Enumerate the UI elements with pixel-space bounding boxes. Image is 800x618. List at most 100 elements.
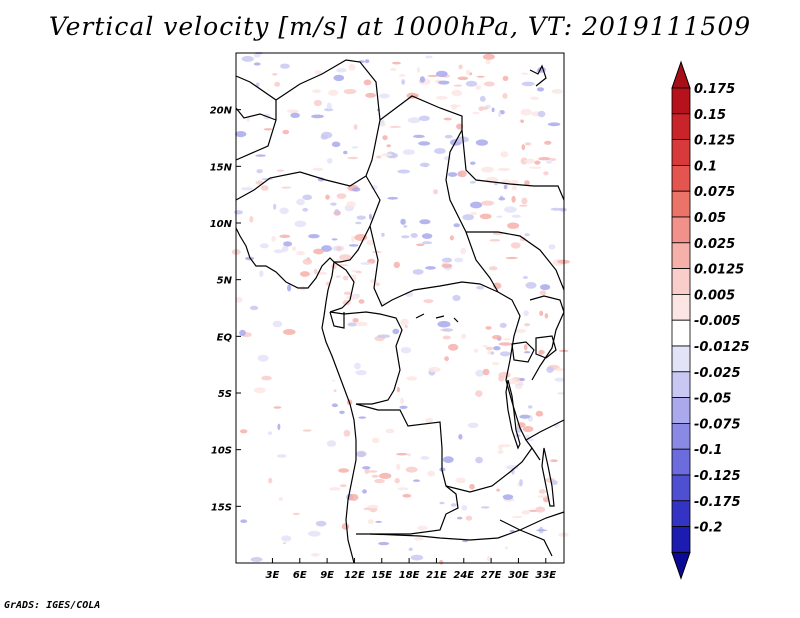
velocity-blob [376,155,382,159]
velocity-blob [371,250,382,254]
velocity-blob [255,154,266,157]
velocity-blob [354,362,361,370]
velocity-blob [476,75,485,78]
velocity-blob [506,465,519,470]
lon-tick-label: 21E [426,570,447,581]
velocity-blob [535,410,544,417]
lake-east-border [529,295,565,381]
velocity-blob [389,125,402,128]
velocity-blob [387,196,399,200]
velocity-blob [302,258,313,265]
velocity-blob [234,210,243,215]
lake-victoria [511,341,535,363]
velocity-blob [347,156,359,160]
velocity-blob [437,320,451,328]
velocity-blob [326,281,330,286]
velocity-blob [328,89,339,96]
velocity-blob [418,115,430,122]
velocity-blob [479,95,486,102]
velocity-blob [375,520,383,523]
velocity-blob [326,102,332,110]
colorbar-segment [671,293,691,321]
colorbar-segment [671,448,691,476]
velocity-blob [469,483,475,490]
colorbar-label: 0.05 [694,211,726,226]
velocity-blob [364,59,370,64]
velocity-blob [311,552,320,557]
colorbar-label: 0.075 [694,185,735,200]
velocity-blob [282,129,290,135]
lake-tanganyika [505,379,521,450]
map-panel: 3E 6E 9E 12E 15E 18E 21E 24E 27E 30E 33E 20N 15N 10N 5… [210,51,570,581]
velocity-blob [323,108,334,112]
border-drc-east [497,291,541,461]
velocity-blob [292,246,296,252]
velocity-blob [433,189,438,195]
velocity-blob [313,268,318,275]
velocity-blob [523,310,529,317]
velocity-blob [404,325,408,328]
velocity-blob [308,234,320,239]
velocity-blob [538,350,545,355]
velocity-blob [524,142,532,146]
velocity-blob [241,187,254,191]
lat-tick-label: 5S [218,389,232,400]
velocity-blob [481,166,494,173]
colorbar-label: 0.15 [694,108,726,123]
velocity-blob [496,215,503,218]
velocity-blob [240,519,248,523]
velocity-blob [547,122,561,127]
velocity-blob [478,106,484,111]
velocity-blob [263,128,273,131]
velocity-blob [457,516,463,520]
colorbar-segment [671,526,691,553]
velocity-blob [290,112,300,119]
lat-tick-label: 10N [210,219,233,230]
velocity-blob [461,505,468,511]
border-sahel-3 [235,171,367,201]
velocity-blob [273,406,282,409]
velocity-blob [348,64,356,71]
velocity-blob [519,479,523,487]
velocity-blob [371,437,380,444]
velocity-blob [257,354,269,362]
velocity-blob [352,318,359,323]
velocity-blob [401,79,405,85]
velocity-blob [272,73,278,76]
velocity-blob [449,235,454,241]
velocity-blob [475,369,485,377]
map-background [236,53,564,563]
velocity-blob [550,459,558,463]
velocity-blob [503,184,508,190]
velocity-blob [419,76,425,83]
velocity-blob [521,144,526,151]
velocity-blob [425,55,433,59]
velocity-blob [315,520,327,527]
velocity-blob [393,261,400,269]
colorbar-segment [671,474,691,502]
velocity-blob [521,81,535,87]
mali-border [235,107,277,121]
velocity-blob [475,456,483,464]
velocity-blob [400,397,404,405]
velocity-blob [549,158,557,161]
velocity-blob [346,295,360,300]
velocity-blob [358,299,365,304]
velocity-blob [498,444,503,450]
velocity-blob [246,116,250,122]
colorbar-label: -0.175 [694,495,741,510]
velocity-blob [482,344,488,348]
velocity-blob [346,201,356,208]
footer-credit: GrADS: IGES/COLA [4,600,101,611]
velocity-blob [283,241,293,247]
velocity-blob [412,269,424,275]
velocity-blob [235,296,243,303]
map-frame [235,52,565,564]
velocity-blob [544,313,549,319]
velocity-blob [377,334,391,339]
velocity-blob [523,351,531,354]
velocity-blob [349,493,359,501]
velocity-blob [312,167,324,171]
velocity-blob [537,110,546,118]
velocity-blob [425,417,433,424]
